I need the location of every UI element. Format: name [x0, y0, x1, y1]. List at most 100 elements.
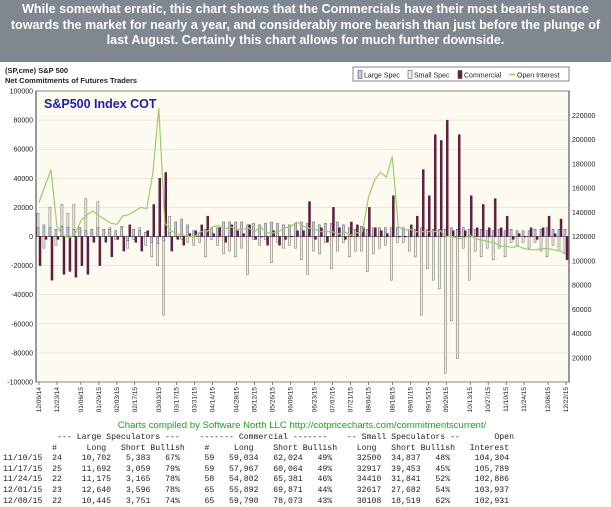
commercial-bar	[493, 198, 497, 237]
large-spec-bar	[204, 229, 207, 237]
commercial-bar	[242, 233, 245, 237]
large-spec-bar	[432, 229, 435, 237]
large-spec-bar	[84, 230, 88, 237]
commercial-bar	[308, 201, 311, 237]
y-left-tick-label: 60000	[14, 147, 34, 154]
small-spec-bar	[342, 236, 345, 243]
commercial-bar	[314, 236, 317, 240]
commercial-bar	[80, 236, 84, 266]
large-spec-bar	[282, 224, 285, 237]
large-spec-bar	[384, 227, 387, 237]
large-spec-bar	[120, 226, 124, 237]
commercial-bar	[344, 236, 347, 240]
small-spec-bar	[294, 236, 297, 249]
y-right-tick-label: 120000	[572, 234, 595, 241]
large-spec-bar	[378, 227, 381, 237]
y-left-tick-label: -60000	[11, 321, 33, 328]
large-spec-bar	[276, 223, 279, 237]
cot-data-table: --- Large Speculators --- ------- Commer…	[3, 433, 609, 507]
small-spec-bar	[557, 236, 561, 252]
small-spec-bar	[204, 236, 207, 258]
commercial-bar	[98, 236, 102, 266]
small-spec-bar	[426, 236, 429, 269]
commercial-bar	[140, 236, 144, 252]
large-spec-bar	[126, 236, 130, 242]
small-spec-bar	[162, 236, 165, 316]
commercial-bar	[434, 134, 437, 237]
large-spec-bar	[270, 221, 273, 237]
large-spec-bar	[192, 230, 195, 237]
large-spec-bar	[258, 224, 261, 237]
x-tick-label: 09/29/15	[443, 387, 450, 413]
small-spec-bar	[527, 236, 531, 249]
chart-title: S&P500 Index COT	[44, 97, 157, 111]
small-spec-bar	[432, 236, 435, 281]
y-right-tick-label: 220000	[572, 113, 595, 120]
small-spec-bar	[485, 236, 489, 249]
large-spec-bar	[264, 223, 267, 237]
commercial-bar	[565, 236, 569, 260]
large-spec-bar	[162, 236, 165, 242]
large-spec-bar	[461, 227, 465, 237]
small-spec-bar	[449, 236, 453, 322]
commercial-bar	[218, 227, 221, 237]
commercial-bar	[481, 204, 485, 237]
commercial-bar	[487, 227, 491, 237]
commercial-bar	[386, 233, 389, 237]
commercial-bar	[452, 230, 455, 237]
commercial-bar	[194, 230, 197, 237]
large-spec-bar	[455, 229, 459, 237]
commercial-bar	[86, 236, 90, 275]
large-spec-bar	[426, 229, 429, 237]
small-spec-bar	[192, 236, 195, 246]
commercial-bar	[62, 236, 66, 275]
x-tick-label: 12/09/14	[36, 387, 43, 413]
commercial-bar	[553, 233, 557, 237]
small-spec-bar	[186, 236, 189, 243]
x-tick-label: 08/18/15	[389, 387, 396, 413]
x-tick-label: 10/27/15	[485, 387, 492, 413]
x-tick-label: 07/21/15	[347, 387, 354, 413]
large-spec-bar	[48, 227, 52, 237]
large-spec-bar	[539, 229, 543, 237]
y-left-tick-label: 0	[29, 234, 33, 241]
y-right-tick-label: 140000	[572, 210, 595, 217]
commercial-bar	[254, 236, 257, 240]
small-spec-bar	[312, 236, 315, 252]
small-spec-bar	[264, 236, 267, 240]
small-spec-bar	[336, 236, 339, 252]
commercial-bar	[248, 224, 251, 237]
large-spec-bar	[66, 227, 70, 237]
commercial-bar	[74, 236, 78, 278]
commercial-bar	[428, 195, 431, 237]
small-spec-bar	[354, 236, 357, 252]
commercial-bar	[368, 207, 371, 237]
large-spec-bar	[90, 229, 94, 237]
commercial-bar	[284, 236, 287, 240]
small-spec-bar	[270, 236, 273, 263]
large-spec-bar	[36, 227, 40, 237]
x-tick-label: 11/10/15	[503, 387, 510, 412]
commercial-bar	[92, 236, 96, 243]
large-spec-bar	[96, 227, 100, 237]
x-tick-label: 03/17/15	[174, 387, 181, 413]
small-spec-bar	[545, 236, 549, 258]
commercial-bar	[290, 236, 293, 238]
commercial-bar	[559, 218, 563, 237]
small-spec-bar	[366, 236, 369, 272]
commercial-bar	[446, 119, 449, 237]
commentary-banner: While somewhat erratic, this chart shows…	[0, 0, 611, 62]
commercial-bar	[296, 230, 299, 237]
commercial-bar	[463, 230, 467, 237]
table-row: 12/01/15 23 12,640 3,596 78% 65 55,892 6…	[3, 485, 510, 495]
commercial-bar	[224, 236, 227, 243]
table-header-1: --- Large Speculators --- ------- Commer…	[3, 433, 514, 442]
commercial-bar	[38, 236, 42, 266]
small-spec-bar	[360, 236, 363, 252]
y-left-tick-label: -80000	[11, 350, 33, 357]
table-row: 11/10/15 24 10,702 5,383 67% 59 59,034 6…	[3, 454, 510, 464]
y-right-tick-label: 20000	[572, 355, 592, 362]
commentary-text: While somewhat erratic, this chart shows…	[10, 2, 601, 48]
small-spec-bar	[300, 236, 303, 260]
x-tick-label: 02/03/15	[114, 387, 121, 413]
